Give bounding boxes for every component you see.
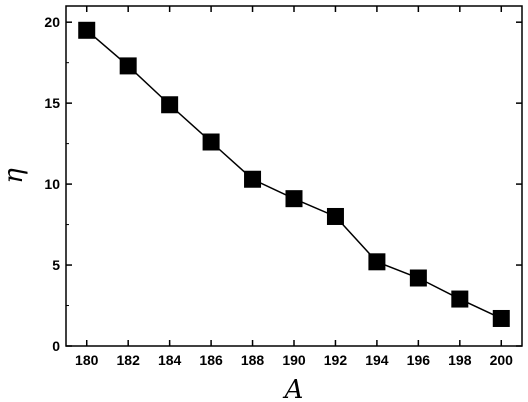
data-point [492, 309, 510, 327]
x-tick-label: 192 [324, 352, 348, 368]
y-tick-label: 20 [44, 14, 60, 30]
x-tick-label: 190 [282, 352, 306, 368]
y-axis-ticks: 0 5 10 15 20 [44, 14, 522, 354]
x-tick-label: 188 [241, 352, 265, 368]
data-point [285, 190, 303, 208]
x-axis-title: A [283, 375, 304, 402]
x-tick-label: 198 [448, 352, 472, 368]
x-tick-label: 200 [490, 352, 514, 368]
data-point [409, 269, 427, 287]
data-point [368, 253, 386, 271]
data-point [326, 207, 344, 225]
x-tick-label: 196 [407, 352, 431, 368]
x-tick-label: 186 [199, 352, 223, 368]
series-group [78, 21, 510, 327]
x-tick-label: 180 [75, 352, 99, 368]
series-line [86, 29, 502, 320]
y-tick-label: 10 [44, 176, 60, 192]
data-point [244, 170, 262, 188]
x-tick-label: 184 [158, 352, 182, 368]
data-point [119, 57, 137, 75]
x-tick-label: 194 [365, 352, 389, 368]
y-axis-title: η [0, 168, 29, 184]
x-tick-label: 182 [117, 352, 141, 368]
y-tick-label: 15 [44, 95, 60, 111]
data-point [161, 96, 179, 114]
x-axis-ticks: 180 182 184 186 188 190 192 194 196 198 200 [75, 6, 513, 368]
data-point [78, 21, 96, 39]
data-point [202, 133, 220, 151]
y-tick-label: 0 [52, 338, 60, 354]
data-point [451, 290, 469, 308]
y-tick-label: 5 [52, 257, 60, 273]
